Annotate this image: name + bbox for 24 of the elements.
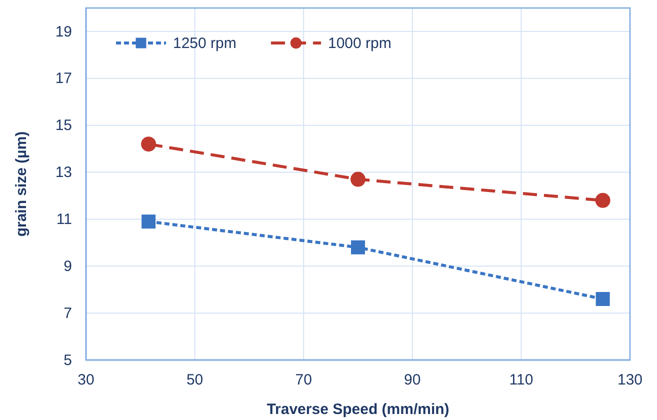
y-tick-label: 5	[64, 352, 72, 369]
x-tick-label: 110	[509, 372, 534, 389]
point	[595, 192, 610, 208]
x-tick-label: 30	[78, 372, 94, 389]
x-tick-label: 90	[404, 372, 421, 389]
x-axis-title: Traverse Speed (mm/min)	[266, 401, 450, 418]
y-tick-label: 19	[55, 23, 72, 40]
point	[351, 240, 365, 254]
y-tick-label: 11	[56, 211, 72, 228]
legend-label: 1000 rpm	[328, 35, 392, 52]
y-tick-label: 17	[55, 70, 72, 88]
point	[596, 292, 610, 306]
x-tick-label: 50	[186, 372, 204, 389]
x-tick-label: 70	[295, 372, 312, 389]
y-tick-label: 15	[55, 117, 72, 134]
y-tick-label: 7	[64, 304, 72, 322]
y-tick-label: 13	[55, 164, 72, 182]
legend-label: 1250 rpm	[173, 35, 236, 52]
point	[142, 214, 156, 229]
x-tick-label: 130	[617, 372, 643, 389]
point	[350, 172, 366, 187]
y-tick-label: 9	[64, 258, 72, 275]
y-axis-title: grain size (µm)	[13, 131, 30, 237]
point	[141, 136, 156, 152]
